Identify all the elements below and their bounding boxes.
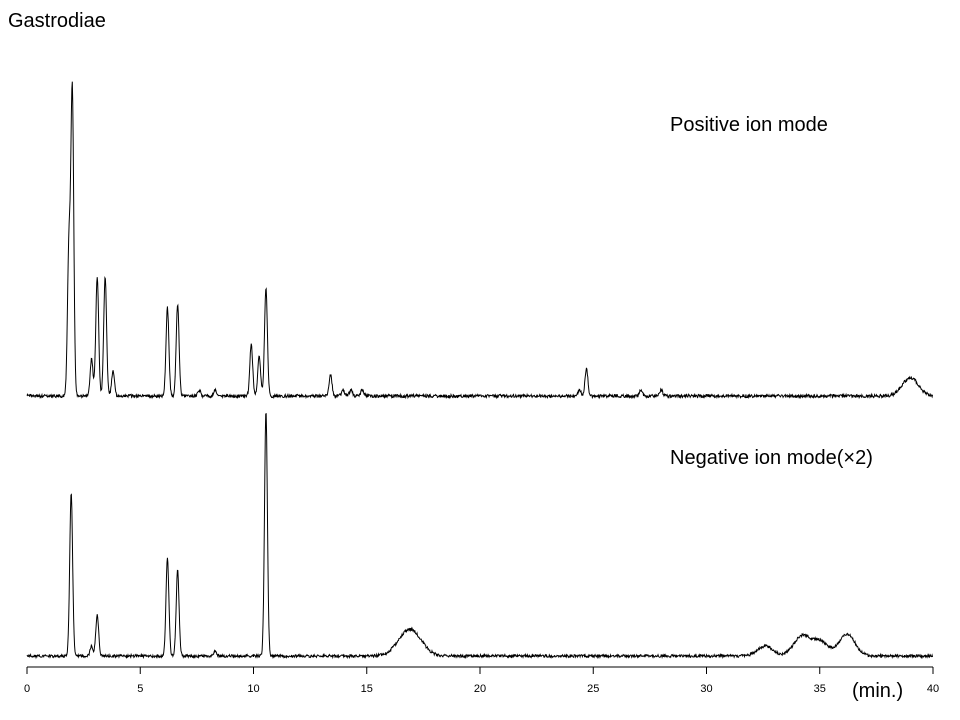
series-label-positive: Positive ion mode [670, 114, 828, 136]
positive-trace-group [26, 81, 934, 400]
x-tick-label-5: 5 [137, 683, 143, 695]
x-label-bg [846, 674, 920, 704]
x-axis-ticks: 0 5 10 15 20 25 30 35 40 [24, 667, 939, 695]
x-tick-label-40: 40 [927, 683, 939, 695]
series-label-negative: Negative ion mode(×2) [670, 447, 873, 469]
x-tick-label-30: 30 [700, 683, 712, 695]
x-tick-label-25: 25 [587, 683, 599, 695]
x-tick-label-35: 35 [814, 683, 826, 695]
x-axis-label: (min.) [852, 680, 903, 702]
x-tick-label-0: 0 [24, 683, 30, 695]
negative-trace-group [26, 412, 934, 660]
x-tick-label-15: 15 [361, 683, 373, 695]
x-tick-label-10: 10 [247, 683, 259, 695]
x-tick-label-20: 20 [474, 683, 486, 695]
positive-ion-trace [26, 81, 934, 400]
chart-title: Gastrodiae [8, 10, 106, 32]
negative-ion-trace [26, 412, 934, 660]
